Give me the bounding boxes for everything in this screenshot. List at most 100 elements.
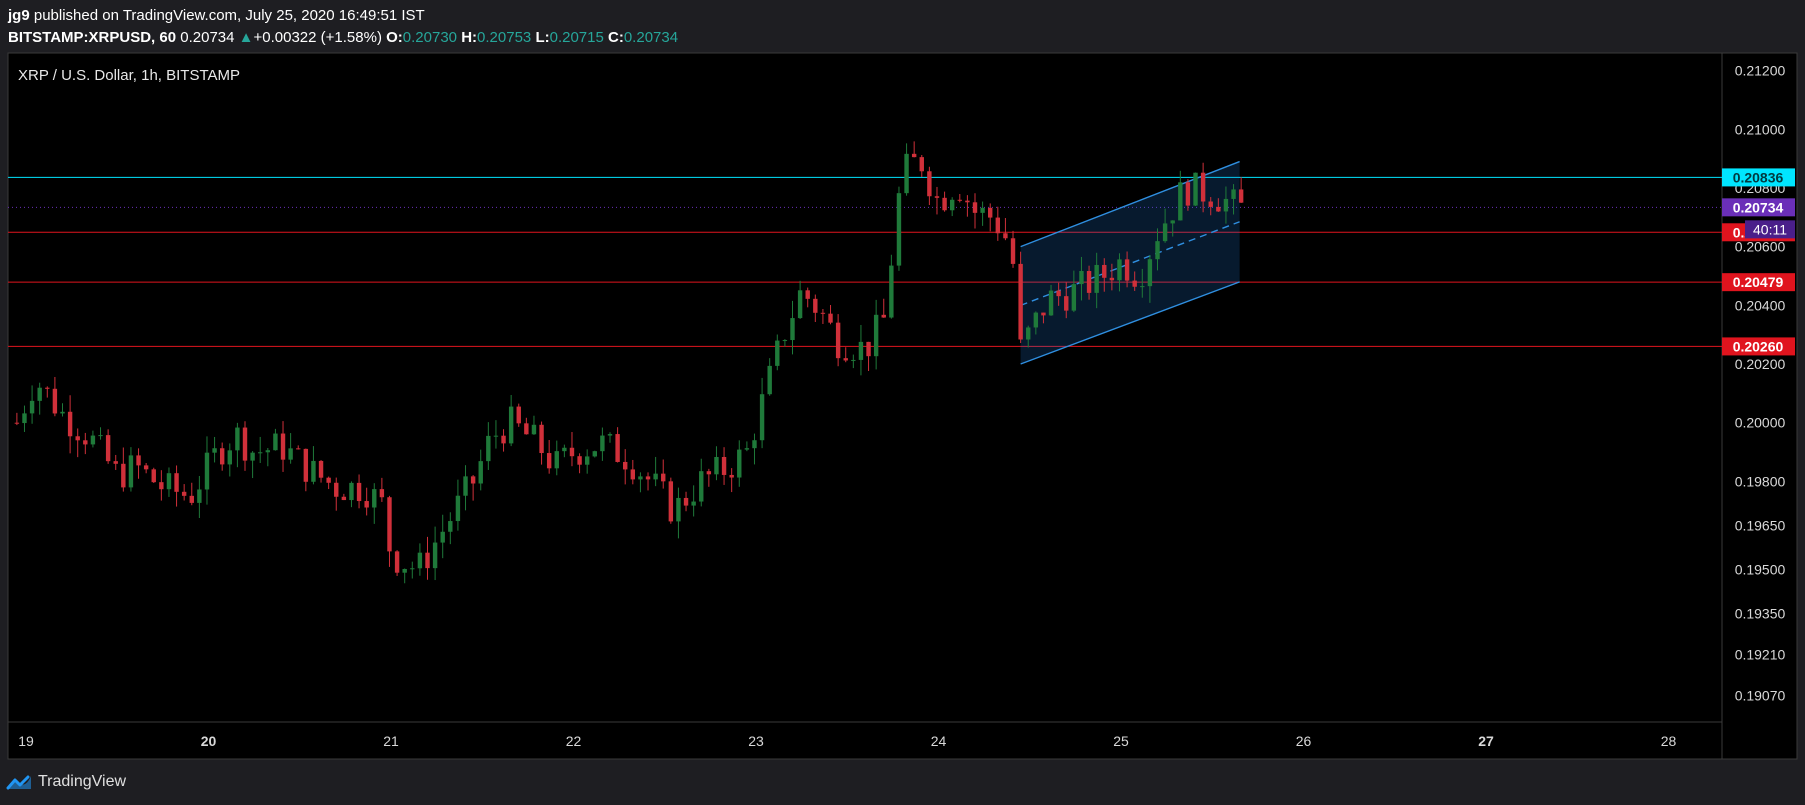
candle-bear xyxy=(965,200,970,203)
candle-bull xyxy=(90,435,96,445)
candle-bull xyxy=(37,387,42,401)
candle-bull xyxy=(691,501,696,506)
tradingview-logo-icon xyxy=(6,775,31,790)
candle-bull xyxy=(1178,182,1183,221)
candle-bull xyxy=(607,434,613,436)
candle-bear xyxy=(296,448,301,450)
candle-bear xyxy=(1018,263,1023,340)
candle-bear xyxy=(835,322,841,359)
candle-bull xyxy=(592,451,597,457)
candle-bear xyxy=(318,460,324,478)
candle-bear xyxy=(1132,280,1137,287)
time-axis[interactable]: 19 20 21 22 23 24 25 26 27 28 xyxy=(18,733,1676,749)
candle-bear xyxy=(159,482,164,490)
candle-bear xyxy=(189,495,194,503)
candle-bull xyxy=(440,531,445,543)
candle-bear xyxy=(934,196,940,198)
candle-bear xyxy=(1238,189,1244,203)
author-name[interactable]: jg9 xyxy=(8,7,30,24)
candle-bear xyxy=(425,552,430,569)
candle-bull xyxy=(235,427,240,451)
candle-bull xyxy=(1193,172,1198,206)
candle-bear xyxy=(113,461,118,464)
candle-bull xyxy=(782,340,788,342)
high-label: H: xyxy=(461,29,478,46)
price-chart[interactable]: 0.212000.210000.208000.206000.204000.202… xyxy=(0,52,1805,760)
candle-bear xyxy=(569,447,575,457)
candle-bull xyxy=(896,193,902,266)
candle-bear xyxy=(121,463,126,488)
candle-bear xyxy=(546,453,552,469)
candle-bear xyxy=(67,411,73,437)
candle-bull xyxy=(1094,264,1099,293)
candle-bear xyxy=(820,312,826,314)
candle-bear xyxy=(668,481,674,522)
y-tick-label: 0.20200 xyxy=(1735,356,1786,372)
candle-bear xyxy=(151,469,156,483)
candle-bull xyxy=(1231,189,1236,199)
candle-bull xyxy=(1033,312,1039,328)
candle-bear xyxy=(1064,296,1069,311)
candle-bear xyxy=(242,427,248,461)
candle-bear xyxy=(911,153,917,158)
chart-title: XRP / U.S. Dollar, 1h, BITSTAMP xyxy=(18,67,240,84)
price-axis[interactable]: 0.212000.210000.208000.206000.204000.202… xyxy=(1735,63,1786,704)
x-tick-label: 20 xyxy=(201,733,217,749)
candle-bear xyxy=(843,358,848,361)
channel-fill xyxy=(1020,161,1240,365)
candle-bear xyxy=(45,387,50,389)
candle-bear xyxy=(539,424,544,454)
x-tick-label: 23 xyxy=(748,733,764,749)
candle-bull xyxy=(258,452,263,454)
high-value: 0.20753 xyxy=(477,29,532,46)
candle-bull xyxy=(737,449,742,478)
candle-bear xyxy=(470,476,476,484)
candle-bull xyxy=(1026,327,1031,340)
low-label: L: xyxy=(535,29,550,46)
open-value: 0.20730 xyxy=(402,29,458,46)
x-tick-label: 19 xyxy=(18,733,34,749)
y-tick-label: 0.20000 xyxy=(1735,415,1786,431)
candle-bear xyxy=(364,501,369,508)
candle-bull xyxy=(531,424,537,435)
close-label: C: xyxy=(608,29,624,46)
candle-bull xyxy=(873,314,879,357)
y-tick-label: 0.19350 xyxy=(1735,605,1786,621)
candle-bear xyxy=(52,388,58,414)
candle-bear xyxy=(995,217,1001,234)
candle-bull xyxy=(60,411,65,414)
candle-bull xyxy=(455,495,461,522)
candle-bear xyxy=(219,448,225,465)
candle-bear xyxy=(957,199,962,201)
candle-bear xyxy=(630,469,636,480)
candle-bull xyxy=(775,340,780,366)
candle-bear xyxy=(805,290,810,299)
candle-bear xyxy=(394,551,400,573)
candle-bear xyxy=(334,482,339,497)
candle-bull xyxy=(554,451,559,469)
candle-bear xyxy=(105,435,111,462)
candle-bull xyxy=(1071,284,1077,311)
tradingview-footer[interactable]: TradingView xyxy=(6,770,126,794)
y-tick-label: 0.19500 xyxy=(1735,561,1786,577)
candle-bull xyxy=(949,199,955,211)
x-tick-label: 27 xyxy=(1478,733,1494,749)
candle-bull xyxy=(227,450,232,465)
candle-bear xyxy=(280,433,286,460)
candle-bear xyxy=(516,406,521,424)
low-value: 0.20715 xyxy=(549,29,604,46)
countdown-bg xyxy=(1745,220,1795,239)
candle-bull xyxy=(1117,259,1122,281)
candle-bull xyxy=(273,433,278,451)
candle-bear xyxy=(1086,271,1092,293)
support-price-tag: 0.20260 xyxy=(1733,338,1784,354)
y-tick-label: 0.19800 xyxy=(1735,473,1786,489)
candle-bull xyxy=(448,521,453,532)
candle-bull xyxy=(1155,241,1160,260)
candle-bear xyxy=(143,465,149,470)
candle-bull xyxy=(904,153,909,194)
candle-bear xyxy=(379,489,385,498)
candle-bear xyxy=(75,436,80,441)
candle-bear xyxy=(1208,201,1213,207)
